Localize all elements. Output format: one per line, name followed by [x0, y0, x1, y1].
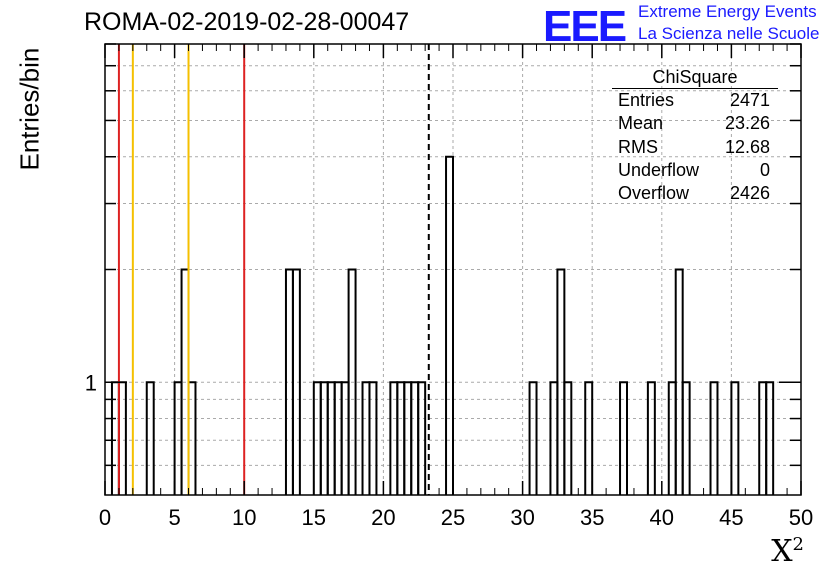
- x-tick-label: 15: [302, 505, 326, 530]
- axes: [104, 43, 802, 496]
- stats-label: Overflow: [618, 183, 690, 204]
- stats-value: 2471: [729, 90, 770, 110]
- histogram-bar: [445, 155, 454, 495]
- histogram-bar: [765, 381, 775, 495]
- stats-value: 23.26: [724, 113, 770, 134]
- histogram-bar: [347, 268, 357, 495]
- histogram-bar: [417, 381, 427, 495]
- reference-lines: [117, 44, 430, 495]
- histogram-bar: [584, 381, 594, 495]
- x-tick-label: 0: [99, 505, 111, 530]
- logo-subtitle-line1: Extreme Energy Events: [638, 2, 817, 21]
- eee-logo: EEE: [543, 2, 627, 51]
- stats-row-underflow: Underflow 0: [610, 159, 778, 182]
- chart-title: ROMA-02-2019-02-28-00047: [84, 8, 410, 36]
- stats-row-rms: RMS 12.68: [610, 136, 778, 159]
- x-axis-label-sup: 2: [792, 534, 804, 555]
- stats-label: Mean: [618, 113, 664, 134]
- y-tick-labels: 1: [85, 370, 97, 395]
- x-tick-label: 35: [580, 505, 604, 530]
- stats-label: Underflow: [618, 159, 700, 180]
- x-tick-label: 25: [441, 505, 465, 530]
- histogram-bars: [110, 155, 775, 495]
- stats-row-entries: Entries 2471: [610, 89, 778, 112]
- x-tick-label: 45: [719, 505, 743, 530]
- y-axis-label: Entries/bin: [14, 47, 45, 171]
- stats-title: ChiSquare: [612, 66, 778, 89]
- stats-label: Entries: [618, 90, 675, 110]
- x-axis-label: X2: [771, 534, 804, 569]
- x-tick-labels: 0 5 10 15 20 25 30 35 40 45 50: [99, 505, 813, 530]
- x-tick-label: 40: [650, 505, 674, 530]
- histogram-bar: [291, 268, 301, 495]
- histogram-bar: [368, 381, 378, 495]
- logo-subtitle-line2: La Scienza nelle Scuole: [638, 24, 820, 43]
- histogram-bar: [730, 381, 740, 495]
- histogram-bar: [528, 381, 538, 495]
- stats-value: 0: [759, 159, 770, 180]
- y-tick-label: 1: [85, 370, 97, 395]
- stats-value: 2426: [729, 183, 770, 204]
- stats-box: ChiSquare Entries 2471 Mean 23.26 RMS 12.68…: [610, 66, 778, 205]
- histogram-bar: [646, 381, 656, 495]
- histogram-bar: [145, 381, 155, 495]
- x-tick-label: 30: [510, 505, 534, 530]
- stats-row-overflow: Overflow 2426: [610, 182, 778, 205]
- histogram-bar: [563, 381, 573, 495]
- x-axis-label-main: X: [771, 534, 793, 569]
- x-tick-label: 50: [789, 505, 813, 530]
- x-tick-label: 5: [168, 505, 180, 530]
- stats-value: 12.68: [724, 136, 770, 157]
- stats-label: RMS: [618, 136, 658, 157]
- stats-row-mean: Mean 23.26: [610, 112, 778, 135]
- histogram-bar: [619, 381, 628, 495]
- x-tick-label: 10: [232, 505, 256, 530]
- x-tick-label: 20: [371, 505, 395, 530]
- histogram-bar: [681, 381, 691, 495]
- histogram-bar: [709, 381, 719, 495]
